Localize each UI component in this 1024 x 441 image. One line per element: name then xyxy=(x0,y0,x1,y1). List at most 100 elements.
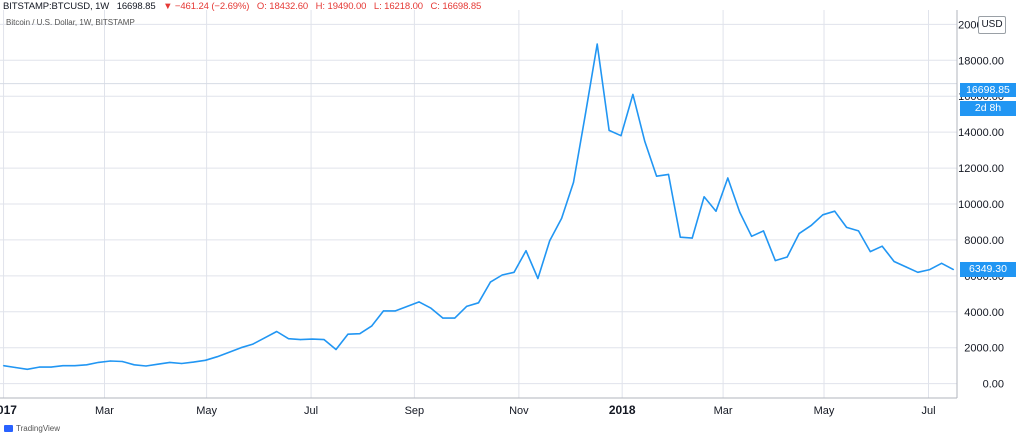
data-point xyxy=(97,361,100,364)
symbol-label: BITSTAMP:BTCUSD, 1W xyxy=(3,1,110,12)
data-point xyxy=(121,360,123,363)
data-point xyxy=(252,343,254,345)
data-point xyxy=(703,196,705,198)
data-point xyxy=(38,366,40,368)
last-price-tag: 6349.30 xyxy=(960,262,1016,278)
symbol-header: BITSTAMP:BTCUSD, 1W 16698.85 ▼ −461.24 (… xyxy=(3,1,481,12)
data-point xyxy=(394,310,396,312)
data-point xyxy=(905,266,907,268)
tradingview-logo[interactable]: TradingView xyxy=(4,424,60,433)
data-point xyxy=(608,129,610,131)
data-point xyxy=(264,337,266,339)
data-point xyxy=(596,43,598,45)
data-point xyxy=(798,233,800,235)
data-point xyxy=(537,277,539,280)
data-point xyxy=(917,271,919,273)
data-point xyxy=(335,348,337,351)
data-point xyxy=(644,140,646,142)
data-point xyxy=(359,333,361,335)
data-point xyxy=(477,302,480,304)
data-point xyxy=(667,173,670,175)
data-point xyxy=(786,256,788,258)
data-point xyxy=(62,365,64,367)
data-point xyxy=(133,364,135,366)
data-point xyxy=(216,356,218,358)
data-point xyxy=(834,210,836,212)
data-point xyxy=(371,325,373,327)
data-point xyxy=(632,93,634,96)
data-point xyxy=(74,365,76,367)
y-tick-label: 14000.00 xyxy=(958,127,1004,139)
data-point xyxy=(2,365,5,367)
brand-label: TradingView xyxy=(16,424,61,433)
y-tick-label: 12000.00 xyxy=(958,163,1004,175)
data-point xyxy=(679,236,681,238)
data-point xyxy=(454,317,456,319)
data-point xyxy=(430,307,432,309)
data-point xyxy=(774,259,776,262)
data-point xyxy=(442,317,444,319)
data-point xyxy=(489,281,491,283)
x-tick-label: May xyxy=(814,405,835,417)
data-point xyxy=(881,245,883,247)
y-tick-label: 0.00 xyxy=(983,379,1004,391)
data-point xyxy=(501,274,503,276)
data-point xyxy=(26,368,28,370)
x-tick-label: Mar xyxy=(714,405,733,417)
price-value: 16698.85 xyxy=(116,1,156,12)
btc-price-line xyxy=(3,43,954,371)
data-point xyxy=(382,310,385,312)
x-tick-label: Nov xyxy=(509,405,529,417)
data-points xyxy=(2,43,955,370)
y-tick-label: 2000.00 xyxy=(964,343,1004,355)
data-point xyxy=(549,240,551,242)
x-axis-labels: 2017 Mar May Jul Sep Nov 2018 Mar May Jul xyxy=(0,403,936,417)
data-point xyxy=(50,366,52,368)
currency-button[interactable]: USD xyxy=(978,16,1006,34)
data-point xyxy=(276,330,278,333)
data-point xyxy=(845,226,848,228)
data-point xyxy=(715,210,717,212)
data-point xyxy=(513,271,515,273)
data-point xyxy=(893,260,895,263)
data-point xyxy=(204,359,207,361)
data-point xyxy=(418,301,420,303)
y-tick-label: 4000.00 xyxy=(964,307,1004,319)
data-point xyxy=(857,230,860,232)
data-point xyxy=(240,347,242,349)
data-point xyxy=(145,365,147,367)
data-point xyxy=(750,235,753,237)
data-point xyxy=(299,339,301,341)
data-point xyxy=(691,237,693,239)
data-point xyxy=(181,362,183,365)
data-point xyxy=(572,181,575,184)
close-value: C: 16698.85 xyxy=(430,1,482,12)
data-point xyxy=(466,305,468,307)
data-point xyxy=(656,175,658,177)
tradingview-icon xyxy=(4,425,13,432)
y-tick-label: 8000.00 xyxy=(964,235,1004,247)
x-tick-label: Jul xyxy=(304,405,318,417)
x-tick-label: 2018 xyxy=(609,403,636,417)
data-point xyxy=(727,177,729,179)
high-value: H: 19490.00 xyxy=(315,1,367,12)
price-change: ▼ −461.24 (−2.69%) xyxy=(163,1,250,12)
data-point xyxy=(109,360,112,362)
y-tick-label: 10000.00 xyxy=(958,199,1004,211)
data-point xyxy=(561,217,563,219)
data-point xyxy=(762,230,765,232)
data-point xyxy=(940,262,943,264)
x-tick-label: Jul xyxy=(921,405,935,417)
data-point xyxy=(157,363,159,365)
data-point xyxy=(287,338,290,340)
data-point xyxy=(311,338,313,340)
x-tick-label: Sep xyxy=(405,405,425,417)
data-point xyxy=(620,135,622,137)
data-point xyxy=(169,361,171,364)
x-tick-label: 2017 xyxy=(0,403,17,417)
data-point xyxy=(929,268,931,271)
bar-countdown-tag: 2d 8h xyxy=(960,101,1016,116)
data-point xyxy=(14,366,17,369)
